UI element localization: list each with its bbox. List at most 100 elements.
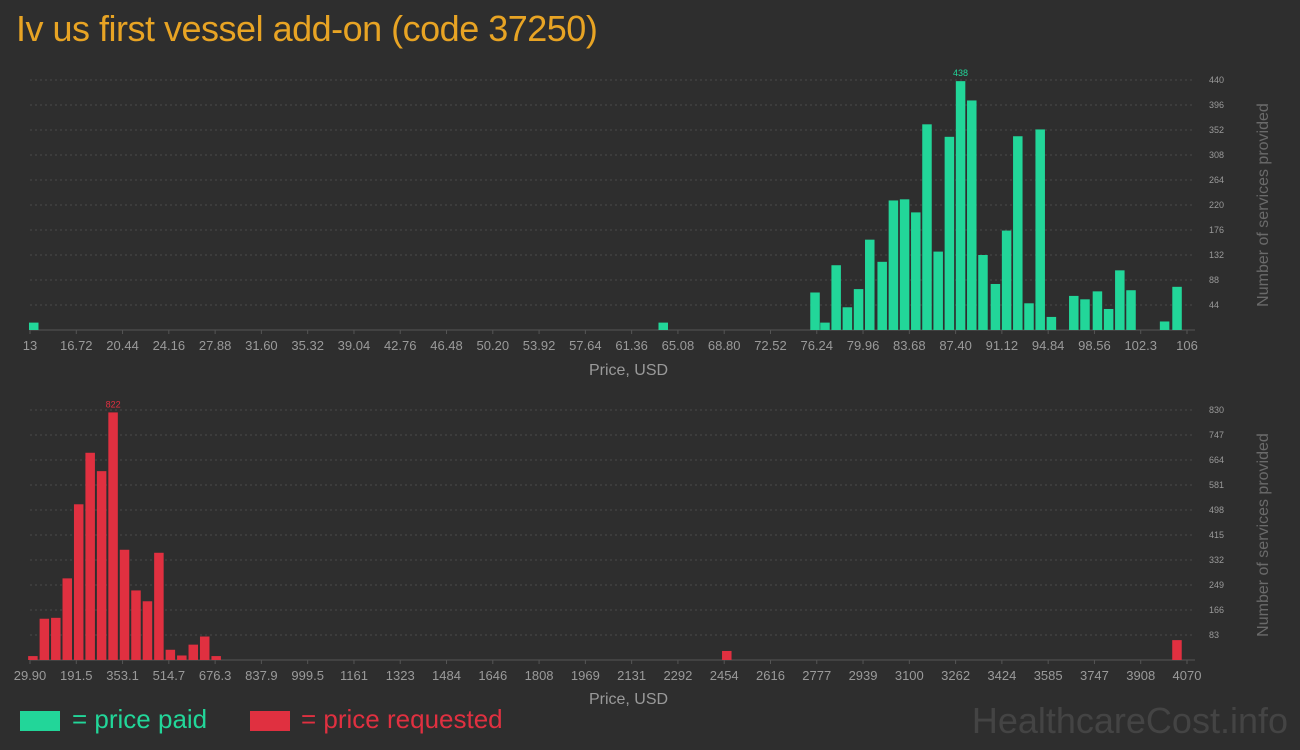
bar [154, 552, 164, 660]
bar [990, 283, 1001, 330]
bar [1115, 270, 1125, 330]
bar [28, 322, 39, 330]
x-tick-label: 76.24 [800, 338, 833, 353]
legend-requested-label: = price requested [301, 704, 503, 734]
x-tick-label: 191.5 [60, 668, 93, 683]
bar [28, 656, 38, 660]
y-tick-label: 498 [1209, 505, 1224, 515]
y-tick-label: 830 [1209, 405, 1224, 415]
x-tick-label: 29.90 [14, 668, 47, 683]
x-axis-title: Price, USD [589, 362, 668, 379]
x-tick-label: 676.3 [199, 668, 232, 683]
y-tick-label: 44 [1209, 300, 1219, 310]
bar [820, 322, 830, 330]
bar [831, 265, 841, 330]
bar [39, 618, 50, 660]
bar [177, 655, 187, 660]
x-tick-label: 3747 [1080, 668, 1109, 683]
x-tick-label: 50.20 [477, 338, 510, 353]
x-axis-title: Price, USD [589, 691, 668, 708]
y-tick-label: 747 [1209, 430, 1224, 440]
bar [1080, 299, 1090, 330]
watermark: HealthcareCost.info [971, 700, 1288, 741]
x-tick-label: 13 [23, 338, 37, 353]
y-tick-label: 664 [1209, 455, 1224, 465]
bar [142, 601, 153, 660]
x-tick-label: 98.56 [1078, 338, 1111, 353]
bar [96, 471, 107, 660]
bar [85, 452, 95, 660]
x-tick-label: 42.76 [384, 338, 417, 353]
x-tick-label: 27.88 [199, 338, 232, 353]
x-tick-label: 1484 [432, 668, 461, 683]
bar [131, 590, 141, 660]
y-tick-label: 132 [1209, 250, 1224, 260]
y-tick-label: 166 [1209, 605, 1224, 615]
y-tick-label: 176 [1209, 225, 1224, 235]
peak-value-label: 438 [953, 68, 968, 78]
bar [944, 136, 955, 330]
bar [888, 200, 899, 330]
bar [1046, 316, 1057, 330]
bar [108, 412, 118, 660]
x-tick-label: 91.12 [986, 338, 1019, 353]
x-tick-label: 79.96 [847, 338, 880, 353]
bar [165, 649, 176, 660]
x-tick-label: 3585 [1034, 668, 1063, 683]
bar [1126, 290, 1136, 330]
x-tick-label: 87.40 [939, 338, 972, 353]
x-tick-label: 2777 [802, 668, 831, 683]
bar [911, 212, 921, 330]
bar [1013, 136, 1023, 330]
bar [199, 636, 210, 660]
bar [1069, 295, 1079, 330]
x-tick-label: 24.16 [153, 338, 186, 353]
bar [865, 239, 875, 330]
x-tick-label: 4070 [1173, 668, 1202, 683]
x-tick-label: 1969 [571, 668, 600, 683]
x-tick-label: 2292 [663, 668, 692, 683]
bar [899, 199, 910, 330]
x-tick-label: 3908 [1126, 668, 1155, 683]
y-tick-label: 264 [1209, 175, 1224, 185]
x-tick-label: 61.36 [615, 338, 648, 353]
x-tick-label: 39.04 [338, 338, 371, 353]
x-tick-label: 68.80 [708, 338, 741, 353]
bar [922, 124, 932, 331]
y-tick-label: 440 [1209, 75, 1224, 85]
bar [1172, 286, 1182, 330]
bar [1172, 640, 1182, 660]
x-tick-label: 2616 [756, 668, 785, 683]
x-tick-label: 53.92 [523, 338, 556, 353]
y-tick-label: 332 [1209, 555, 1224, 565]
y-tick-label: 352 [1209, 125, 1224, 135]
x-tick-label: 31.60 [245, 338, 278, 353]
x-tick-label: 1161 [340, 668, 368, 683]
bar [73, 504, 84, 660]
y-axis-title: Number of services provided [1255, 103, 1272, 307]
y-tick-label: 83 [1209, 630, 1219, 640]
bar [119, 549, 130, 660]
bar [658, 322, 668, 330]
x-tick-label: 65.08 [662, 338, 695, 353]
x-tick-label: 106 [1176, 338, 1198, 353]
x-tick-label: 57.64 [569, 338, 602, 353]
legend-requested-swatch [250, 711, 290, 731]
x-tick-label: 999.5 [291, 668, 324, 683]
y-tick-label: 581 [1209, 480, 1224, 490]
bar [842, 307, 853, 330]
bar [211, 656, 221, 660]
y-tick-label: 249 [1209, 580, 1224, 590]
bar [1001, 230, 1012, 330]
peak-value-label: 822 [106, 399, 121, 409]
x-tick-label: 514.7 [153, 668, 186, 683]
bar [877, 261, 887, 330]
bar [1092, 291, 1103, 330]
x-tick-label: 837.9 [245, 668, 278, 683]
x-tick-label: 1323 [386, 668, 415, 683]
legend-paid-swatch [20, 711, 60, 731]
x-tick-label: 1646 [478, 668, 507, 683]
x-tick-label: 102.3 [1124, 338, 1157, 353]
x-tick-label: 16.72 [60, 338, 93, 353]
